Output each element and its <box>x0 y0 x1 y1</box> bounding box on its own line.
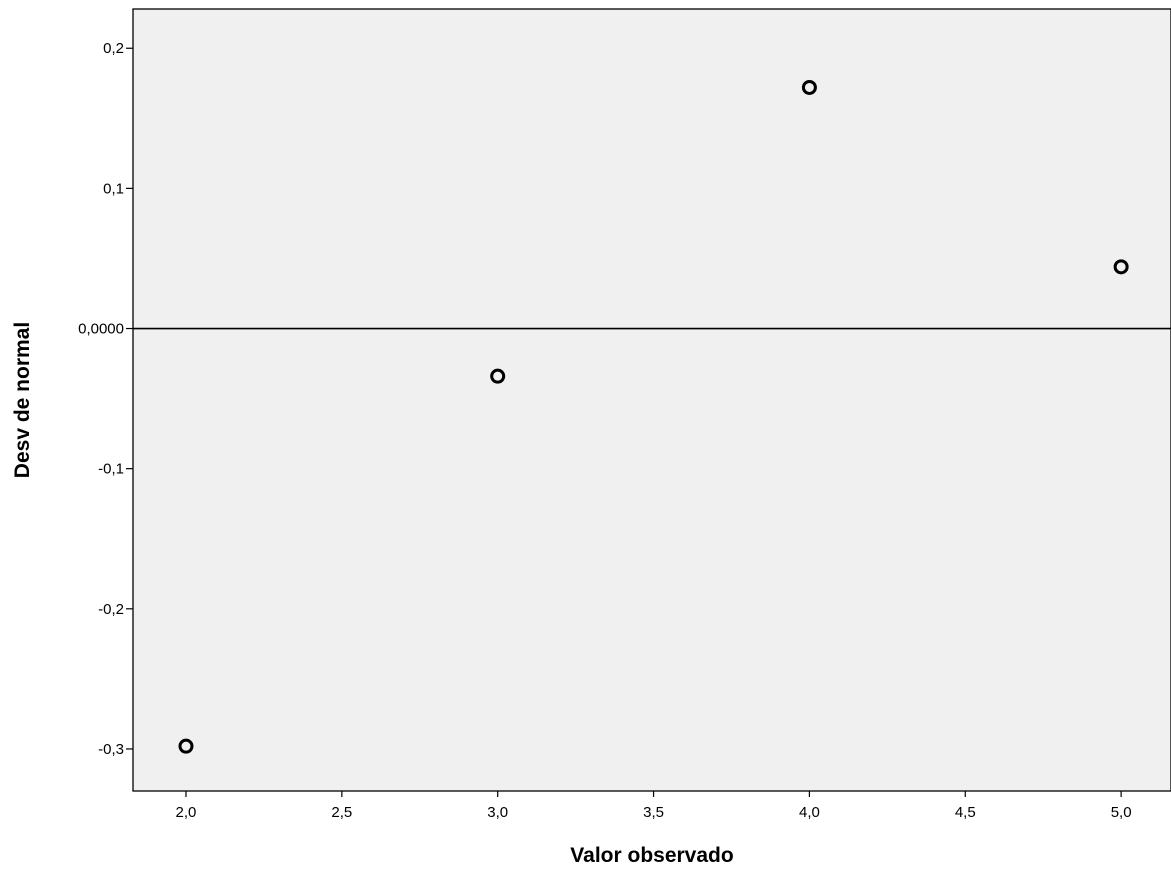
data-point <box>490 368 506 384</box>
x-tick-label: 2,5 <box>331 804 352 821</box>
x-tick-label: 4,5 <box>955 804 976 821</box>
y-tick-label: 0,1 <box>103 180 124 197</box>
data-point <box>178 738 194 754</box>
y-tick-label: 0,0000 <box>78 321 124 338</box>
x-axis-title: Valor observado <box>570 844 733 867</box>
y-axis-title: Desv de normal <box>11 322 34 478</box>
x-tick-label: 2,0 <box>176 804 197 821</box>
data-point <box>1113 259 1129 275</box>
x-tick-label: 4,0 <box>799 804 820 821</box>
x-tick-label: 3,5 <box>643 804 664 821</box>
y-tick-label: -0,2 <box>98 601 124 618</box>
x-tick-label: 5,0 <box>1111 804 1132 821</box>
data-point <box>801 79 817 95</box>
y-tick-label: -0,1 <box>98 461 124 478</box>
x-tick-label: 3,0 <box>487 804 508 821</box>
y-tick-label: -0,3 <box>98 741 124 758</box>
plot-area <box>132 8 1171 792</box>
y-tick-label: 0,2 <box>103 40 124 57</box>
